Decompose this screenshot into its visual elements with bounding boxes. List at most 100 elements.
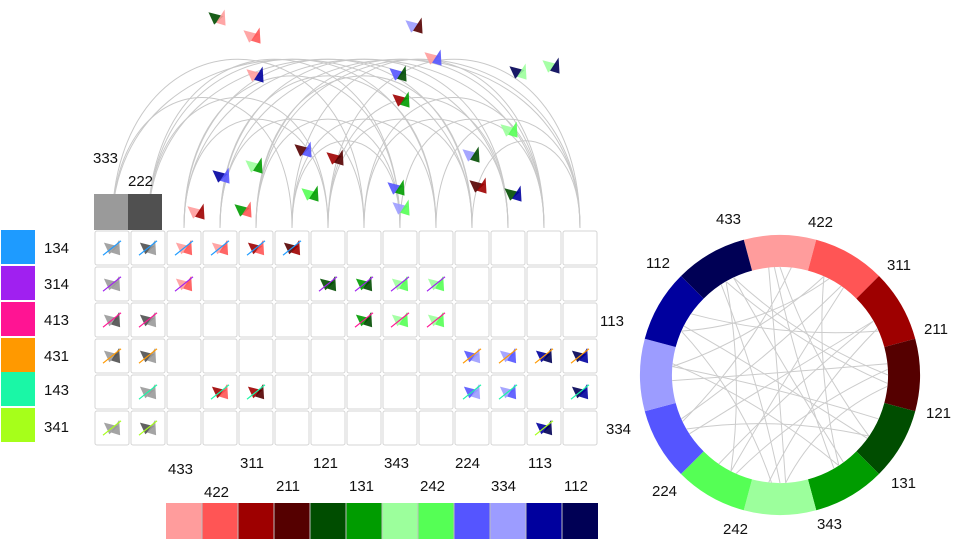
glyph-stroke — [390, 276, 410, 292]
glyph — [102, 275, 122, 292]
col-label-422: 422 — [204, 484, 229, 501]
glyph-stroke — [462, 384, 482, 400]
arc — [183, 58, 545, 229]
glyph — [570, 383, 590, 400]
glyph-triangle — [424, 52, 440, 65]
col-swatch-242 — [418, 503, 454, 539]
glyph — [462, 347, 482, 364]
col-label-224: 224 — [455, 455, 480, 472]
grid-cell — [490, 302, 526, 338]
ring-segment-433 — [743, 235, 817, 271]
glyph — [469, 177, 487, 194]
ring-label-433: 433 — [716, 211, 741, 228]
grid-cell — [346, 410, 382, 446]
glyph — [390, 275, 410, 292]
col-swatch-422 — [202, 503, 238, 539]
row-swatch-431 — [1, 338, 35, 372]
ring-segment-211 — [884, 338, 920, 412]
glyph-triangle — [216, 9, 226, 26]
grid-cell — [238, 410, 274, 446]
glyph — [138, 383, 158, 400]
ring-segments — [639, 235, 920, 515]
arc — [219, 58, 581, 229]
col-label-311: 311 — [240, 455, 264, 472]
grid-cell — [490, 266, 526, 302]
ring-segment-121 — [856, 402, 916, 474]
ring-label-422: 422 — [808, 214, 833, 231]
row-label-431: 431 — [44, 348, 69, 365]
glyph-triangle — [243, 30, 259, 43]
grid-cell — [310, 230, 346, 266]
glyph-triangle — [254, 66, 264, 83]
ring-segment-113 — [644, 276, 704, 348]
top-swatch-333 — [94, 194, 128, 230]
grid-cell — [166, 410, 202, 446]
grid-cell — [130, 266, 166, 302]
arc — [363, 118, 509, 229]
glyph — [405, 17, 423, 34]
glyph — [534, 419, 554, 436]
glyph — [500, 121, 518, 138]
chord — [785, 385, 888, 484]
arc — [111, 58, 365, 229]
grid-cell — [562, 410, 598, 446]
row-swatch-341 — [1, 408, 35, 442]
glyph — [326, 149, 344, 166]
arc — [291, 118, 437, 229]
grid-cell — [346, 338, 382, 374]
glyph-triangle — [508, 121, 518, 138]
glyph-triangle — [251, 27, 261, 44]
glyph — [210, 239, 230, 256]
arc — [147, 58, 401, 229]
glyph — [534, 347, 554, 364]
glyph — [138, 311, 158, 328]
glyph — [462, 383, 482, 400]
row-swatch-143 — [1, 372, 35, 406]
glyph — [389, 65, 407, 82]
glyph-stroke — [102, 240, 122, 256]
column-code-legend: 433 422 311 211 121 131 343 242 224 334 … — [166, 455, 598, 539]
glyph — [387, 179, 405, 196]
glyph-triangle — [309, 185, 319, 202]
glyph — [174, 275, 194, 292]
glyph-triangle — [397, 65, 407, 82]
grid-cell — [202, 266, 238, 302]
glyph — [426, 311, 446, 328]
glyph — [246, 66, 264, 83]
ring-segment-112 — [681, 239, 753, 299]
glyph-triangle — [387, 182, 403, 195]
glyph — [212, 167, 230, 184]
ring-segment-224 — [644, 402, 704, 474]
col-swatch-131 — [346, 503, 382, 539]
grid-cell — [274, 338, 310, 374]
grid-cell — [166, 374, 202, 410]
glyph-triangle — [413, 17, 423, 34]
glyph-triangle — [392, 202, 408, 215]
glyph-triangle — [246, 69, 262, 82]
glyph-stroke — [498, 348, 518, 364]
ring-label-311: 311 — [887, 257, 911, 274]
glyph-stroke — [174, 276, 194, 292]
ring-chords — [672, 266, 889, 484]
glyph-stroke — [210, 240, 230, 256]
grid-cell — [274, 374, 310, 410]
chord — [672, 363, 888, 382]
col-swatch-334 — [490, 503, 526, 539]
arc — [183, 58, 473, 229]
glyph — [301, 185, 319, 202]
glyph-stroke — [102, 312, 122, 328]
glyph-stroke — [138, 420, 158, 436]
top-label-222: 222 — [128, 173, 153, 190]
ring-segment-311 — [856, 276, 916, 348]
glyph — [392, 91, 410, 108]
col-swatch-343 — [382, 503, 418, 539]
glyph-triangle — [195, 203, 205, 220]
arc — [147, 97, 329, 229]
col-label-131: 131 — [349, 478, 374, 495]
chord — [821, 276, 840, 466]
grid-cell — [526, 266, 562, 302]
arc-glyphs — [187, 9, 560, 220]
chord — [730, 287, 844, 472]
col-swatch-224 — [454, 503, 490, 539]
ring-label-121: 121 — [926, 405, 951, 422]
